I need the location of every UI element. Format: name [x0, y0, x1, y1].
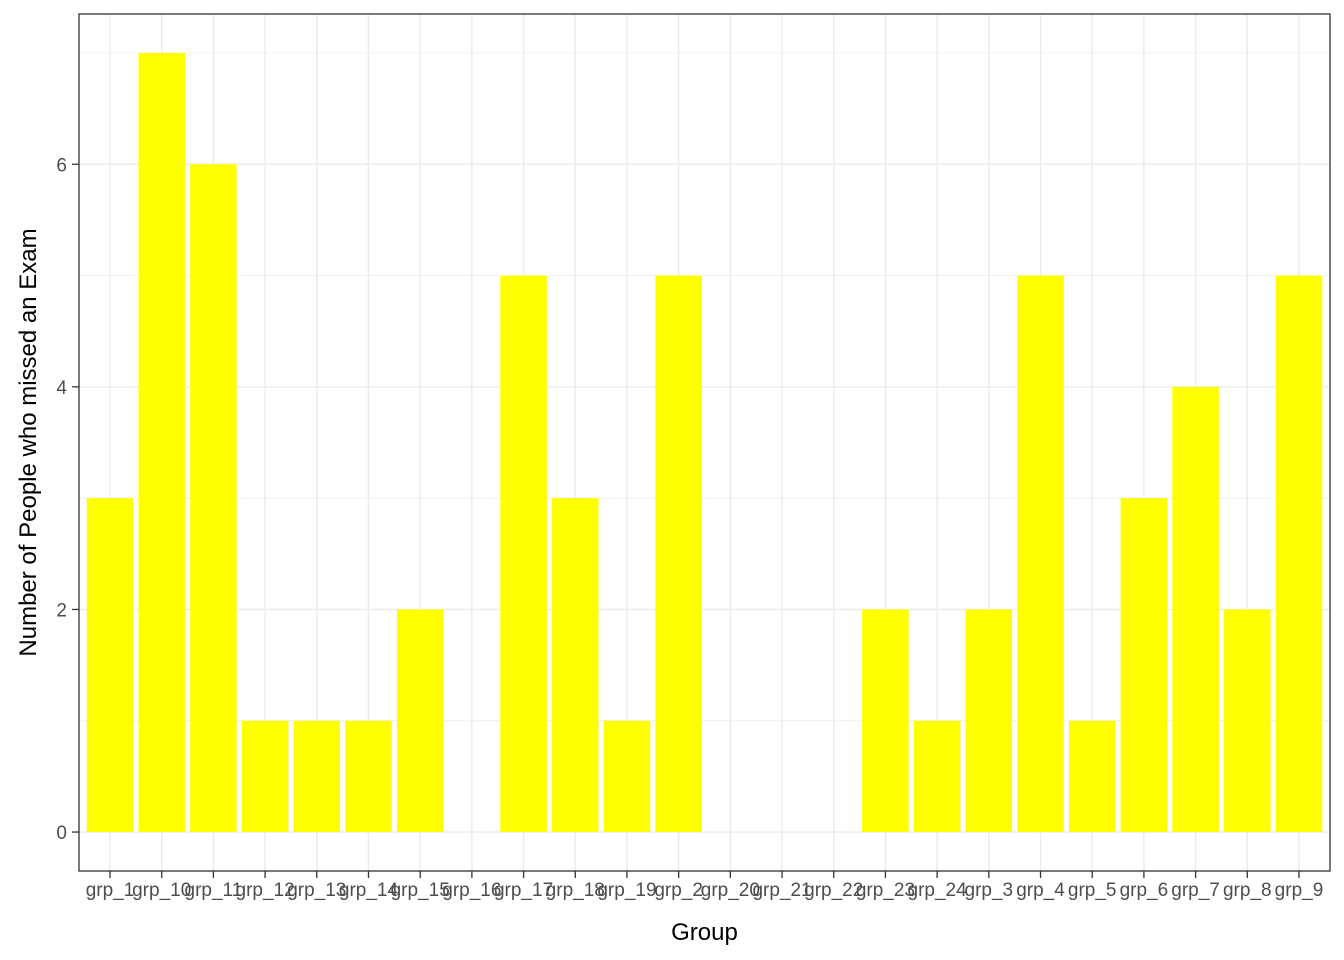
bar-grp_2 [655, 275, 702, 833]
bar-grp_15 [396, 609, 444, 833]
x-tick-label: grp_13 [287, 880, 346, 901]
bar-grp_6 [1120, 498, 1168, 833]
bar-grp_19 [603, 720, 651, 833]
bar-grp_14 [345, 720, 392, 833]
x-tick-label: grp_22 [804, 880, 863, 901]
x-tick-label: grp_8 [1223, 880, 1272, 901]
y-axis: 0 2 4 6 [56, 155, 79, 844]
bar-grp_18 [552, 498, 599, 833]
x-tick-label: grp_6 [1120, 880, 1169, 901]
x-tick-label: grp_1 [86, 880, 135, 901]
x-tick-label: grp_23 [856, 880, 915, 901]
panel-border [78, 13, 1331, 872]
x-tick-label: grp_11 [185, 880, 243, 901]
x-axis-title: Group [671, 919, 738, 946]
y-tick-label: 4 [56, 378, 67, 399]
x-tick-label: grp_16 [442, 880, 501, 901]
bars [86, 52, 1323, 833]
bar-grp_23 [862, 609, 909, 833]
x-axis: grp_1grp_10grp_11grp_12grp_13grp_14grp_1… [86, 871, 1324, 901]
x-tick-label: grp_12 [236, 880, 295, 901]
x-tick-label: grp_7 [1171, 880, 1220, 901]
x-tick-label: grp_14 [339, 880, 399, 901]
bar-grp_7 [1172, 386, 1219, 833]
x-tick-label: grp_18 [546, 880, 605, 901]
x-tick-label: grp_9 [1275, 880, 1324, 901]
bar-grp_8 [1224, 609, 1271, 833]
x-tick-label: grp_2 [654, 880, 703, 901]
y-axis-title: Number of People who missed an Exam [15, 228, 42, 656]
bar-grp_12 [241, 720, 289, 833]
bar-grp_11 [190, 164, 237, 833]
bar-grp_13 [293, 720, 341, 833]
x-tick-label: grp_15 [391, 880, 450, 901]
x-tick-label: grp_17 [494, 880, 553, 901]
y-tick-label: 2 [56, 600, 67, 621]
x-tick-label: grp_4 [1016, 880, 1065, 901]
x-tick-label: grp_20 [701, 880, 760, 901]
x-tick-label: grp_5 [1068, 880, 1117, 901]
bar-grp_9 [1275, 275, 1323, 833]
x-tick-label: grp_21 [752, 880, 811, 901]
x-tick-label: grp_24 [908, 880, 968, 901]
y-tick-label: 6 [56, 155, 67, 176]
x-tick-label: grp_10 [132, 880, 191, 901]
x-tick-label: grp_19 [597, 880, 656, 901]
bar-grp_24 [913, 720, 961, 833]
bar-grp_17 [500, 275, 547, 833]
bar-grp_4 [1017, 275, 1064, 833]
bar-grp_5 [1068, 720, 1116, 833]
bar-grp_10 [138, 52, 185, 833]
x-tick-label: grp_3 [965, 880, 1014, 901]
bar-grp_1 [86, 498, 134, 833]
bar-grp_3 [965, 609, 1013, 833]
y-tick-label: 0 [56, 823, 67, 844]
